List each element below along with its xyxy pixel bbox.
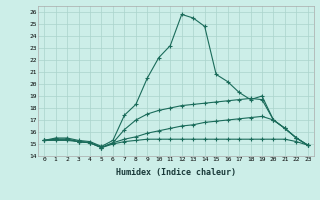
X-axis label: Humidex (Indice chaleur): Humidex (Indice chaleur)	[116, 168, 236, 177]
